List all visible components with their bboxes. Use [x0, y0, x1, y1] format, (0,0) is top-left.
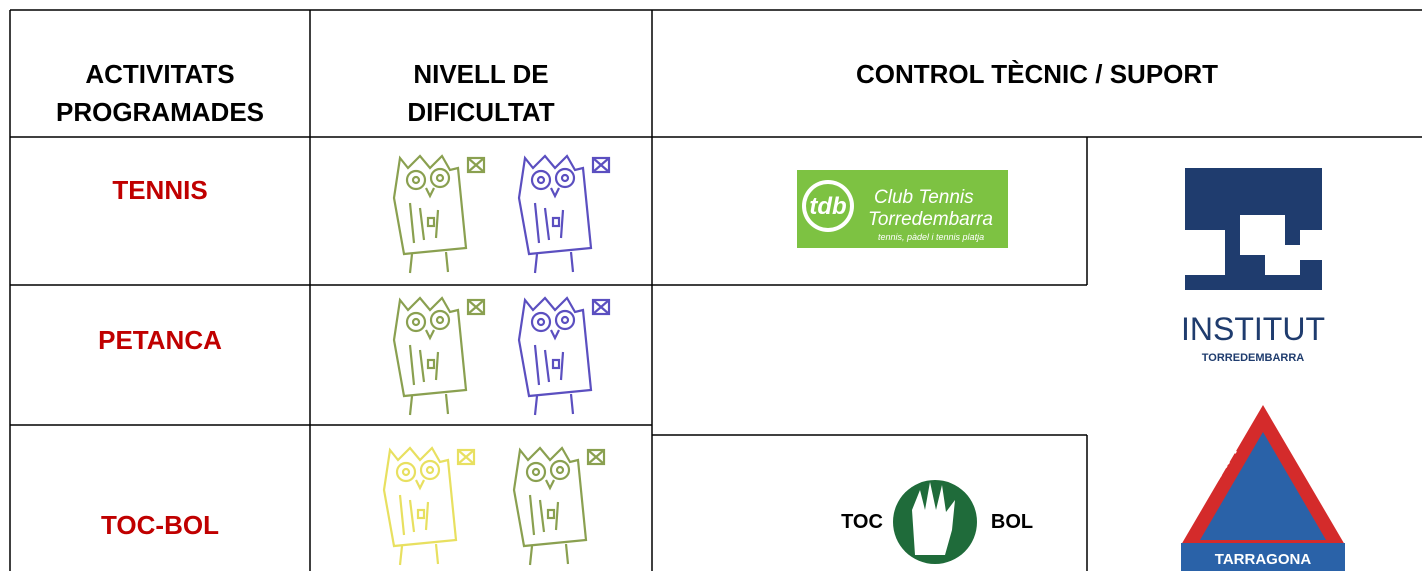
club-tennis-logo: tdb Club Tennis Torredembarra tennis, pà… — [797, 170, 1008, 248]
logo-text: Torredembarra — [868, 209, 993, 230]
activity-name: TENNIS — [112, 175, 208, 205]
logo-text: TOC — [841, 511, 883, 533]
logo-text: Club Tennis — [874, 187, 974, 208]
logo-text: INSTITUT — [1181, 311, 1325, 347]
logo-text: TARRAGONA — [1215, 551, 1312, 568]
column-header: ACTIVITATS PROGRAMADES — [55, 59, 264, 127]
difficulty-icons — [382, 154, 611, 567]
activity-name: PETANCA — [98, 325, 222, 355]
table-borders — [9, 9, 1422, 571]
logo-text: TORREDEMBARRA — [1202, 352, 1305, 364]
column-header: NIVELL DE DIFICULTAT — [407, 59, 555, 127]
institut-logo: INSTITUT TORREDEMBARRA — [1181, 168, 1325, 364]
tocbol-logo: TOC BOL — [841, 480, 1033, 564]
activity-name: TOC-BOL — [101, 510, 219, 540]
apifv-logo: APiFV TARRAGONA — [1181, 405, 1345, 571]
column-header: CONTROL TÈCNIC / SUPORT — [855, 59, 1219, 89]
logo-text: BOL — [991, 511, 1033, 533]
logo-text: tdb — [809, 193, 846, 220]
logo-text: tennis, pàdel i tennis platja — [878, 232, 984, 242]
